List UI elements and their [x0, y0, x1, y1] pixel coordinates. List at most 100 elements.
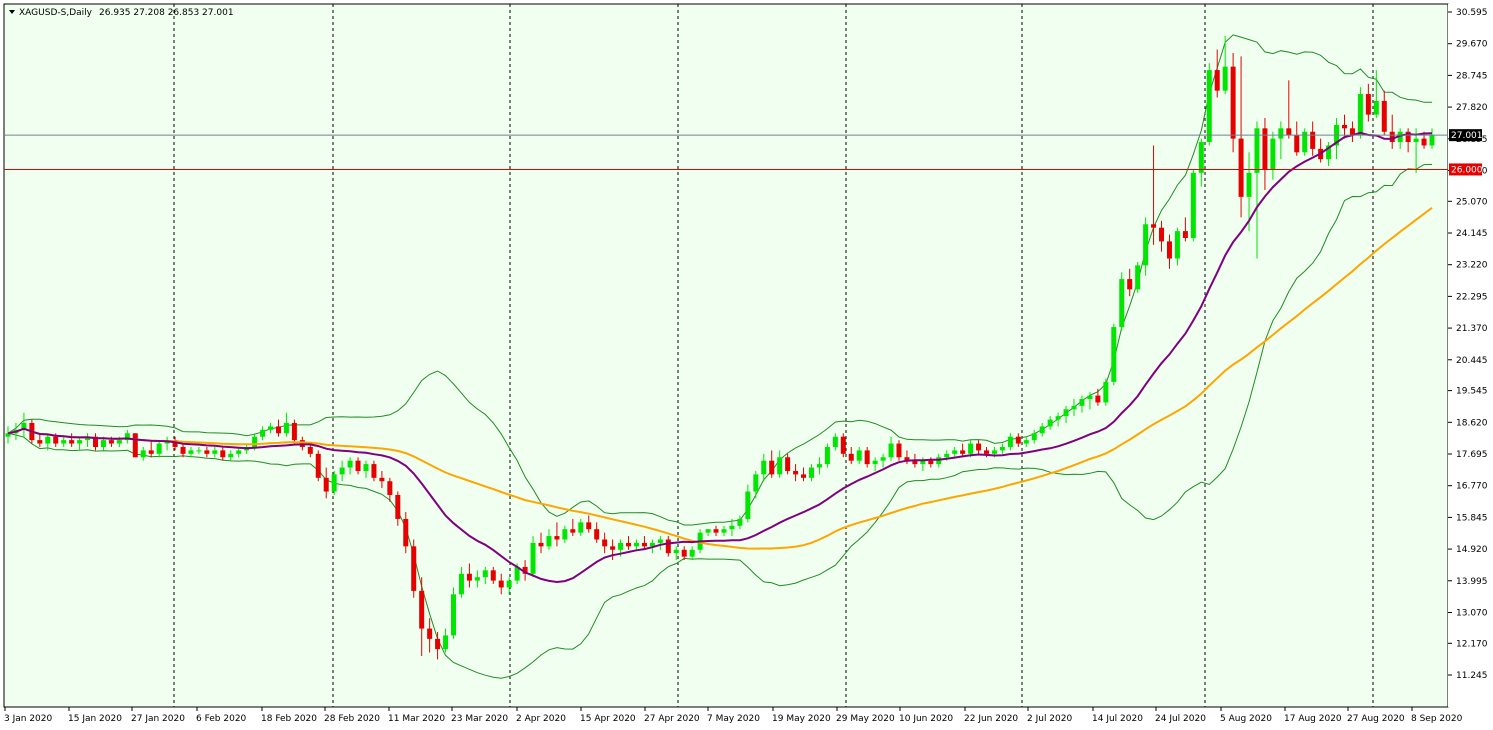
candle-body	[753, 474, 759, 492]
bull-candle	[808, 464, 814, 482]
x-tick-label: 28 Feb 2020	[324, 714, 380, 724]
y-tick-label: 12.170	[1456, 639, 1488, 649]
bull-candle	[999, 443, 1005, 454]
candle-body	[100, 440, 106, 447]
bear-candle	[769, 450, 775, 478]
candle-body	[801, 474, 807, 478]
bull-candle	[824, 443, 830, 468]
bull-candle	[458, 566, 464, 598]
candle-body	[1365, 94, 1371, 115]
bear-candle	[37, 433, 43, 447]
bear-candle	[1238, 56, 1244, 218]
y-tick-label: 18.620	[1456, 418, 1488, 428]
bear-candle	[1421, 131, 1427, 149]
candle-body	[1389, 131, 1395, 143]
candle-body	[466, 573, 472, 581]
bear-candle	[427, 618, 433, 653]
bear-candle	[1230, 52, 1236, 153]
candle-body	[347, 460, 353, 468]
bear-candle	[1310, 121, 1316, 156]
candle-body	[785, 457, 791, 471]
candle-body	[546, 536, 552, 547]
dropdown-triangle-icon[interactable]	[9, 10, 15, 14]
y-tick-label: 29.670	[1456, 40, 1488, 50]
bull-candle	[745, 484, 751, 523]
y-tick-label: 24.145	[1456, 229, 1488, 239]
bull-candle	[1357, 87, 1363, 139]
x-tick-label: 27 Aug 2020	[1347, 714, 1405, 724]
candle-body	[816, 464, 822, 468]
bear-candle	[1182, 217, 1188, 242]
candle-body	[252, 436, 258, 447]
bear-candle	[1127, 268, 1133, 297]
chart-header: XAGUSD-S,Daily 26.935 27.208 26.853 27.0…	[9, 8, 234, 18]
candle-body	[562, 529, 568, 540]
candle-body	[1127, 279, 1133, 290]
candle-body	[808, 467, 814, 478]
current-price-box	[1449, 129, 1482, 142]
candle-body	[594, 529, 600, 540]
candle-body	[1023, 440, 1029, 444]
bull-candle	[347, 457, 353, 475]
candle-body	[1111, 327, 1117, 382]
candle-body	[1262, 128, 1268, 170]
bull-candle	[816, 457, 822, 475]
candle-body	[1230, 66, 1236, 139]
candle-body	[737, 518, 743, 526]
candle-body	[928, 460, 934, 465]
candle-body	[1270, 138, 1276, 170]
bull-candle	[888, 436, 894, 461]
candle-body	[220, 450, 226, 458]
bull-candle	[156, 440, 162, 458]
candle-body	[649, 542, 655, 547]
candle-body	[1079, 399, 1085, 406]
bear-candle	[1365, 83, 1371, 122]
bull-candle	[482, 566, 488, 585]
candle-body	[665, 539, 671, 554]
bull-candle	[1079, 395, 1085, 413]
bull-candle	[443, 628, 449, 653]
candle-body	[538, 542, 544, 547]
bear-candle	[570, 518, 576, 537]
candle-body	[1071, 405, 1077, 410]
bull-candle	[331, 470, 337, 495]
candle-body	[729, 525, 735, 530]
bull-candle	[657, 536, 663, 550]
bear-candle	[801, 467, 807, 482]
bear-candle	[896, 440, 902, 461]
bull-candle	[546, 529, 552, 550]
candle-body	[172, 440, 178, 447]
bull-candle	[1007, 433, 1013, 451]
candle-body	[888, 443, 894, 458]
bull-candle	[578, 518, 584, 537]
candle-body	[1421, 138, 1427, 146]
bull-candle	[721, 525, 727, 537]
bear-candle	[864, 446, 870, 468]
bear-candle	[132, 433, 138, 458]
y-tick-label: 17.695	[1456, 450, 1488, 460]
candle-body	[506, 580, 512, 588]
candle-body	[848, 453, 854, 461]
candle-body	[586, 522, 592, 530]
candle-body	[45, 436, 51, 444]
x-tick-label: 15 Jan 2020	[68, 714, 122, 724]
bull-candle	[450, 587, 456, 639]
candle-body	[204, 450, 210, 454]
bull-candle	[1222, 35, 1228, 95]
candle-body	[1397, 131, 1403, 143]
candle-body	[1087, 395, 1093, 400]
candle-body	[180, 446, 186, 454]
candle-body	[443, 635, 449, 650]
bull-candle	[1031, 429, 1037, 444]
candle-body	[196, 450, 202, 452]
ohlc-readout: 26.935 27.208 26.853 27.001	[99, 8, 234, 18]
x-tick-label: 5 Aug 2020	[1220, 714, 1272, 724]
bull-candle	[260, 426, 266, 441]
bull-candle	[1039, 422, 1045, 437]
candle-body	[1047, 419, 1053, 427]
candle-body	[450, 594, 456, 636]
candle-body	[1310, 131, 1316, 149]
candle-body	[1214, 70, 1220, 91]
